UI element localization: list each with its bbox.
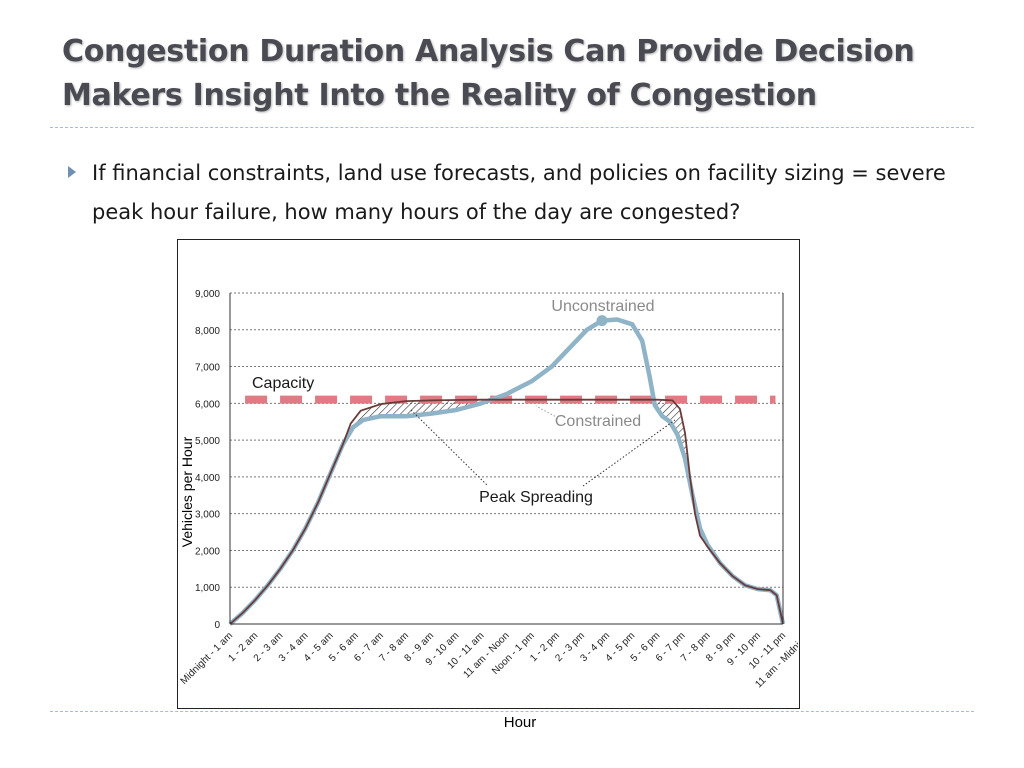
- unconstrained-line: [228, 317, 786, 626]
- title-divider: [50, 127, 974, 128]
- y-tick-label: 2,000: [195, 546, 220, 557]
- peak-spreading-label: Peak Spreading: [479, 489, 593, 506]
- y-tick-label: 8,000: [195, 326, 220, 337]
- y-tick-label: 0: [214, 620, 220, 631]
- y-tick-label: 3,000: [195, 510, 220, 521]
- peak-spreading-area: [349, 399, 484, 434]
- y-tick-label: 4,000: [195, 473, 220, 484]
- bullet-arrow-icon: [68, 166, 76, 178]
- unconstrained-label: Unconstrained: [551, 298, 654, 315]
- capacity-label: Capacity: [252, 375, 314, 392]
- bullet-text: If financial constraints, land use forec…: [92, 161, 946, 224]
- y-tick-label: 5,000: [195, 436, 220, 447]
- constrained-line: [229, 398, 784, 625]
- x-tick-label: Midnight - 1 am: [179, 630, 236, 687]
- chart-frame: 0 1,000 2,000 3,000 4,000 5,000 6,000 7,000 8,00…: [177, 239, 800, 709]
- congestion-chart: 0 1,000 2,000 3,000 4,000 5,000 6,000 7,000 8,00…: [179, 289, 798, 690]
- slide-title: Congestion Duration Analysis Can Provide…: [62, 34, 915, 113]
- x-axis-title: Hour: [503, 714, 537, 731]
- y-tick-label: 9,000: [195, 289, 220, 300]
- constrained-label: Constrained: [555, 413, 641, 430]
- y-tick-label: 6,000: [195, 399, 220, 410]
- peak-spreading-leader-left: [410, 409, 489, 487]
- peak-spreading-leader-right: [582, 419, 676, 487]
- y-tick-label: 1,000: [195, 583, 220, 594]
- bottom-divider: [50, 711, 974, 712]
- unconstrained-peak-point: [596, 315, 608, 327]
- y-tick-label: 7,000: [195, 363, 220, 374]
- y-axis-title: Vehicles per Hour: [179, 436, 195, 547]
- constrained-leader: [535, 405, 559, 419]
